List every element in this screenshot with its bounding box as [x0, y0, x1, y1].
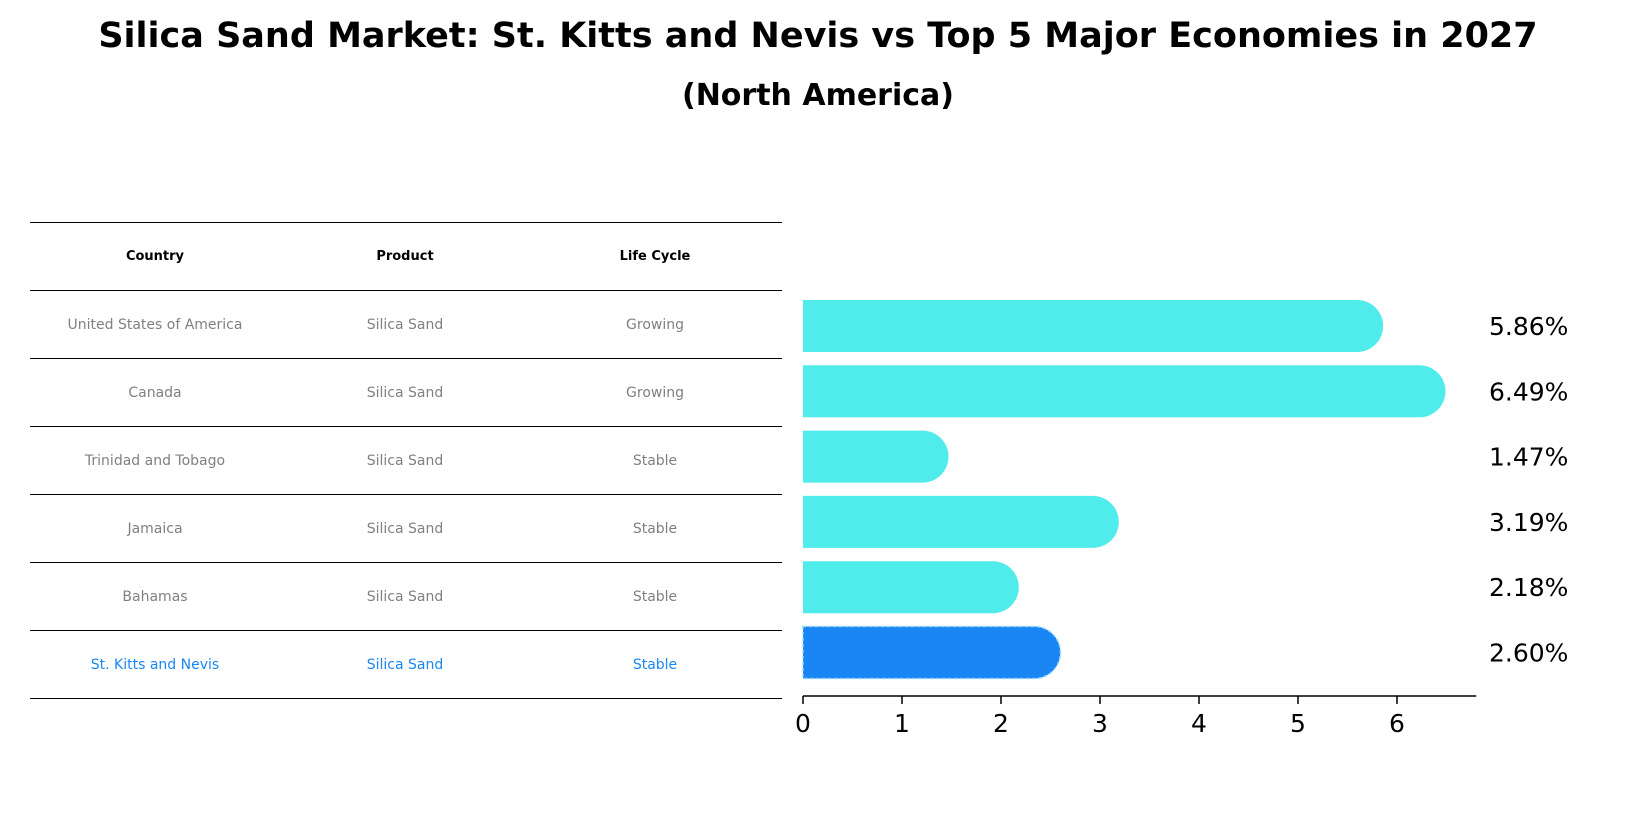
cell-product: Silica Sand [366, 452, 444, 469]
cell-country: Canada [128, 384, 182, 401]
value-label: 2.60% [1489, 639, 1568, 668]
x-tick-label: 0 [795, 709, 811, 738]
table-row: Trinidad and Tobago Silica Sand Stable [30, 427, 782, 495]
bar [803, 495, 1119, 548]
cell-country: St. Kitts and Nevis [90, 656, 220, 673]
table-row: Canada Silica Sand Growing [30, 359, 782, 427]
table-row: United States of America Silica Sand Gro… [30, 291, 782, 359]
value-label: 3.19% [1489, 508, 1568, 537]
header-product: Product [376, 249, 434, 264]
x-tick-label: 3 [1092, 709, 1108, 738]
value-label: 5.86% [1489, 312, 1568, 341]
cell-product: Silica Sand [366, 316, 444, 333]
x-tick-label: 5 [1290, 709, 1306, 738]
cell-product: Silica Sand [366, 656, 444, 673]
cell-life-cycle: Stable [632, 452, 678, 469]
chart-subtitle: (North America) [681, 78, 954, 113]
bar [802, 625, 1062, 680]
table-row: Jamaica Silica Sand Stable [30, 495, 782, 563]
cell-life-cycle: Stable [632, 656, 678, 673]
header-life-cycle: Life Cycle [619, 249, 691, 264]
cell-product: Silica Sand [366, 384, 444, 401]
cell-country: Jamaica [127, 520, 183, 537]
cell-country: United States of America [67, 316, 243, 333]
bar [803, 561, 1019, 614]
data-table: Country Product Life Cycle United States… [30, 222, 782, 699]
table-header-row: Country Product Life Cycle [30, 222, 782, 291]
bar [803, 365, 1446, 418]
table-row: Bahamas Silica Sand Stable [30, 563, 782, 631]
cell-country: Bahamas [122, 588, 188, 605]
cell-life-cycle: Stable [632, 588, 678, 605]
x-tick-label: 4 [1191, 709, 1207, 738]
cell-life-cycle: Stable [632, 520, 678, 537]
cell-product: Silica Sand [366, 588, 444, 605]
x-tick-label: 2 [993, 709, 1009, 738]
bar [803, 430, 949, 483]
table-row-highlighted: St. Kitts and Nevis Silica Sand Stable [30, 631, 782, 699]
bar [803, 300, 1384, 352]
value-label: 2.18% [1489, 573, 1568, 602]
chart-title: Silica Sand Market: St. Kitts and Nevis … [98, 16, 1538, 56]
cell-life-cycle: Growing [626, 384, 684, 401]
value-label: 6.49% [1489, 377, 1568, 406]
value-label: 1.47% [1489, 443, 1568, 472]
header-country: Country [125, 249, 185, 264]
cell-product: Silica Sand [366, 520, 444, 537]
x-tick-label: 6 [1389, 709, 1405, 738]
x-tick-label: 1 [894, 709, 910, 738]
cell-life-cycle: Growing [626, 316, 684, 333]
cell-country: Trinidad and Tobago [84, 452, 226, 469]
